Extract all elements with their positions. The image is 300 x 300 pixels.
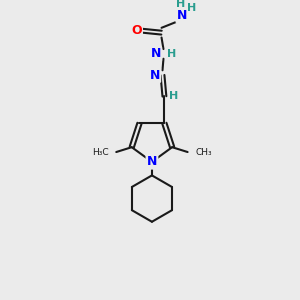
Text: N: N [151, 47, 161, 60]
Text: H: H [176, 0, 185, 9]
Text: N: N [177, 9, 187, 22]
Text: O: O [131, 24, 142, 37]
Text: N: N [150, 69, 160, 82]
Text: H₃C: H₃C [92, 148, 109, 157]
Text: H: H [187, 2, 196, 13]
Text: H: H [167, 49, 176, 59]
Text: CH₃: CH₃ [195, 148, 212, 157]
Text: N: N [147, 155, 157, 168]
Text: H: H [169, 92, 179, 101]
